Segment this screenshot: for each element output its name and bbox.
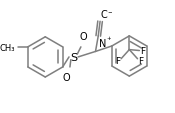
Text: O: O xyxy=(80,32,88,42)
Text: N: N xyxy=(99,38,107,48)
Text: $^-$: $^-$ xyxy=(106,9,114,18)
Text: F: F xyxy=(138,57,144,66)
Text: CH₃: CH₃ xyxy=(0,44,15,53)
Text: O: O xyxy=(62,73,70,83)
Text: F: F xyxy=(115,57,120,66)
Text: $^+$: $^+$ xyxy=(105,36,112,45)
Text: F: F xyxy=(140,47,145,55)
Text: C: C xyxy=(101,10,108,20)
Text: S: S xyxy=(70,52,77,62)
